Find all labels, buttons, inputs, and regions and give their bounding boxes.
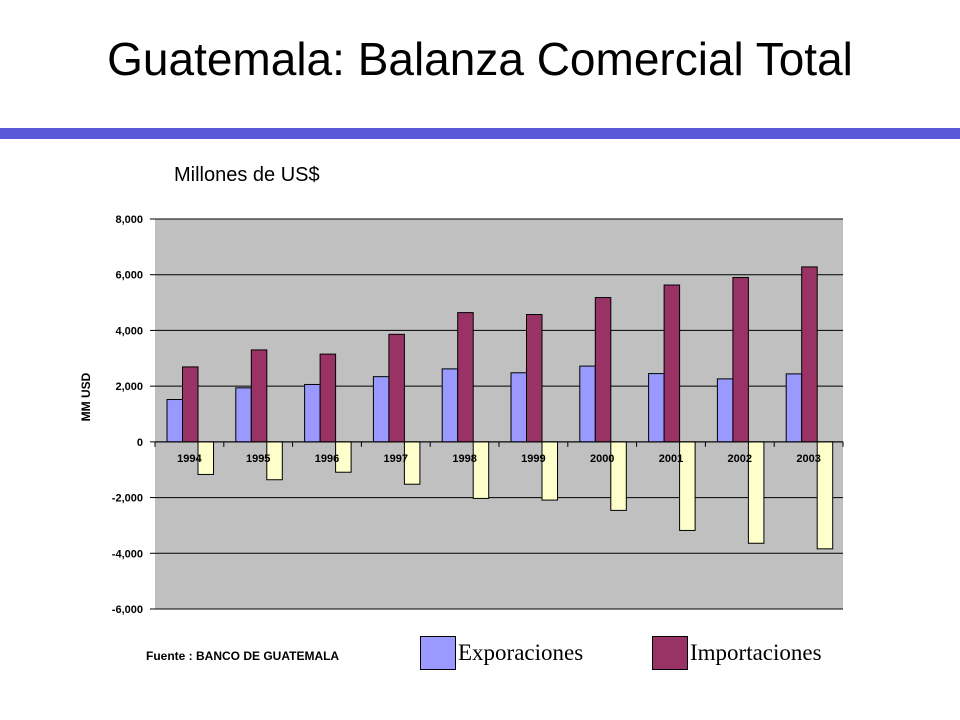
x-tick-label: 1995 bbox=[246, 453, 270, 465]
exports-bar bbox=[235, 387, 252, 443]
y-tick-labels: 8,000 6,000 4,000 2,000 0 -2,000 -4,000 -6,000 bbox=[112, 214, 143, 616]
legend-swatch-exports bbox=[420, 636, 456, 670]
x-tick-label: 1996 bbox=[315, 453, 339, 465]
y-tick-label: 0 bbox=[137, 437, 143, 449]
exports-bar bbox=[304, 383, 321, 443]
exports-bar bbox=[785, 373, 803, 443]
x-tick-label: 2003 bbox=[796, 453, 820, 465]
x-tick-label: 1999 bbox=[521, 453, 545, 465]
legend-label-imports: Importaciones bbox=[690, 640, 822, 665]
x-tick-label: 1994 bbox=[177, 453, 202, 465]
imports-bar bbox=[250, 349, 268, 443]
y-tick-label: 6,000 bbox=[115, 270, 143, 282]
legend-item-imports: Importaciones bbox=[652, 636, 822, 670]
x-tick-label: 1997 bbox=[384, 453, 408, 465]
imports-bar bbox=[732, 277, 749, 443]
slide-title: Guatemala: Balanza Comercial Total bbox=[107, 33, 853, 85]
imports-bar bbox=[526, 314, 543, 443]
y-tick-label: -4,000 bbox=[112, 548, 143, 560]
chart-subtitle: Millones de US$ bbox=[174, 164, 320, 186]
legend-swatch-imports bbox=[652, 636, 688, 670]
imports-bar bbox=[457, 312, 474, 443]
imports-bar bbox=[182, 366, 199, 443]
legend-item-exports: Exporaciones bbox=[420, 636, 583, 670]
source-note: Fuente : BANCO DE GUATEMALA bbox=[146, 649, 340, 663]
y-tick-label: 8,000 bbox=[115, 214, 143, 226]
imports-bar bbox=[319, 353, 337, 443]
bars bbox=[166, 266, 834, 550]
y-tick-label: 2,000 bbox=[115, 381, 143, 393]
exports-bar bbox=[579, 365, 596, 443]
imports-bar bbox=[594, 297, 612, 443]
y-tick-label: -2,000 bbox=[112, 493, 143, 505]
legend-label-exports: Exporaciones bbox=[458, 640, 584, 665]
exports-bar bbox=[648, 373, 665, 443]
balance-bar bbox=[472, 441, 490, 499]
exports-bar bbox=[716, 378, 734, 443]
x-tick-labels: 1994 1995 1996 1997 1998 1999 2000 2001 2002 2003 bbox=[154, 441, 844, 465]
imports-bar bbox=[663, 284, 681, 443]
imports-bar bbox=[388, 333, 405, 443]
x-tick-label: 2002 bbox=[728, 453, 752, 465]
exports-bar bbox=[166, 399, 183, 443]
y-tick-label: -6,000 bbox=[112, 604, 143, 616]
exports-bar bbox=[372, 376, 390, 443]
imports-bar bbox=[801, 266, 818, 443]
exports-bar bbox=[510, 372, 527, 443]
balance-bar bbox=[541, 441, 558, 501]
x-tick-label: 2001 bbox=[659, 453, 683, 465]
x-tick-label: 1998 bbox=[452, 453, 476, 465]
x-tick-label: 2000 bbox=[590, 453, 614, 465]
y-axis-label: MM USD bbox=[79, 372, 93, 421]
y-tick-label: 4,000 bbox=[115, 325, 143, 337]
title-divider bbox=[0, 128, 960, 139]
exports-bar bbox=[441, 368, 459, 443]
